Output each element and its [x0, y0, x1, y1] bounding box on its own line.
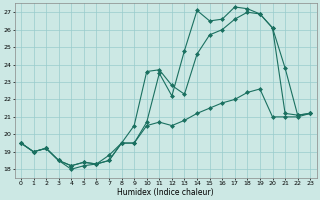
X-axis label: Humidex (Indice chaleur): Humidex (Indice chaleur) [117, 188, 214, 197]
